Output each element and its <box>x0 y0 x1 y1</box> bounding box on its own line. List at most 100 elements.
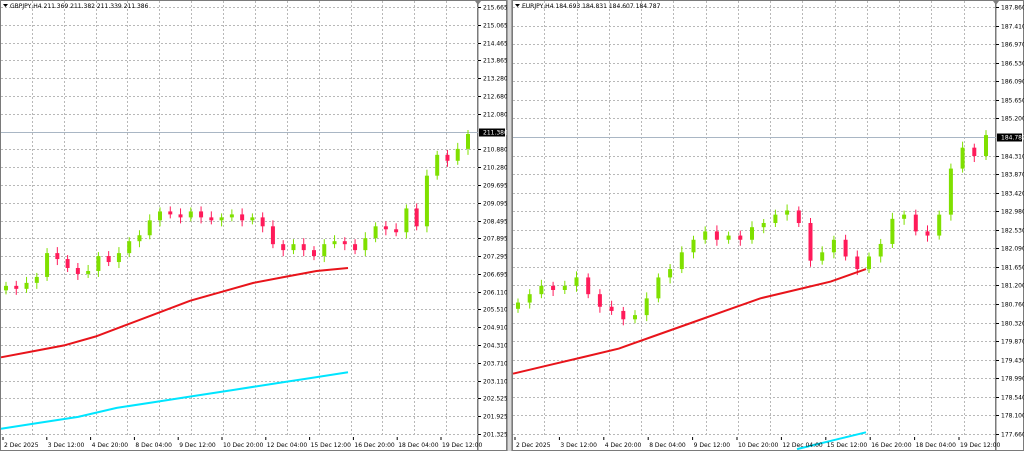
candle-bear <box>240 214 245 221</box>
candle-bear <box>353 244 358 251</box>
time-tick-label: 16 Dec 20:00 <box>354 442 395 449</box>
candle-bear <box>855 256 860 270</box>
candle-bear <box>209 217 214 221</box>
candle-bull <box>466 133 470 149</box>
time-tick-label: 4 Dec 20:00 <box>605 442 642 449</box>
candle-bull <box>761 223 766 228</box>
time-tick-label: 3 Dec 12:00 <box>48 442 85 449</box>
gbpjpy-chart-window[interactable]: 215.665 215.065 214.465 213.865 213.280 212.6… <box>0 0 507 451</box>
price-tick-label: 208.495 <box>483 219 507 226</box>
candle-bull <box>633 315 637 320</box>
candle-bear <box>796 210 801 224</box>
time-tick-label: 2 Dec 2025 <box>4 442 39 449</box>
candle-bull <box>435 154 440 176</box>
candle-bull <box>644 298 649 316</box>
time-tick-label: 10 Dec 20:00 <box>223 442 264 449</box>
candle-bull <box>332 241 337 245</box>
price-tick-label: 204.310 <box>483 343 507 350</box>
price-tick-label: 182.090 <box>1001 246 1024 253</box>
candle-bull <box>890 218 895 244</box>
price-tick-label: 180.320 <box>1001 321 1024 328</box>
price-tick-label: 207.295 <box>483 254 507 261</box>
moving-average-red <box>0 267 349 359</box>
candle-bull <box>363 238 368 251</box>
price-tick-label: 206.695 <box>483 272 507 279</box>
candle-bull <box>188 211 193 218</box>
candle-bull <box>424 175 429 227</box>
price-tick-label: 214.465 <box>483 41 507 48</box>
candle-bull <box>116 253 121 263</box>
candle-bull <box>668 269 673 278</box>
candle-bull <box>703 231 708 240</box>
chart-shift-marker-icon[interactable] <box>993 1 999 5</box>
price-tick-label: 182.530 <box>1001 228 1024 235</box>
price-tick-label: 212.080 <box>483 112 507 119</box>
price-tick-label: 177.660 <box>1001 432 1024 439</box>
eurjpy-chart[interactable]: 187.860 187.410 186.970 186.530 186.090 185.6… <box>512 0 1024 451</box>
candle-bull <box>539 285 544 295</box>
candle-bull <box>984 135 988 157</box>
price-tick-label: 179.430 <box>1001 358 1024 365</box>
price-tick-label: 203.110 <box>483 379 507 386</box>
time-tick-label: 16 Dec 20:00 <box>871 442 912 449</box>
price-tick-label: 183.870 <box>1001 172 1024 179</box>
time-tick-label: 3 Dec 12:00 <box>560 442 597 449</box>
candle-bull <box>574 277 579 286</box>
candle-bull <box>691 239 696 253</box>
candle-bear <box>312 250 316 257</box>
time-tick-label: 15 Dec 12:00 <box>827 442 868 449</box>
candle-bull <box>960 147 965 169</box>
candle-bull <box>867 256 871 270</box>
candle-bear <box>178 214 183 218</box>
candle-bear <box>621 310 626 320</box>
symbol-title: GBPJPY,H4 211.369 211.382 211.339 211.38… <box>10 3 149 10</box>
candle-bear <box>714 231 719 240</box>
time-tick-label: 12 Dec 04:00 <box>267 442 308 449</box>
candle-bear <box>168 211 173 215</box>
price-tick-label: 207.895 <box>483 236 507 243</box>
time-tick-label: 10 Dec 20:00 <box>738 442 779 449</box>
candle-bull <box>404 208 409 233</box>
moving-average-cyan <box>0 371 349 430</box>
price-scale <box>995 0 1024 451</box>
moving-average-red <box>512 268 867 375</box>
price-tick-label: 181.200 <box>1001 283 1024 290</box>
eurjpy-chart-window[interactable]: 187.860 187.410 186.970 186.530 186.090 185.6… <box>512 0 1024 451</box>
current-price-box <box>479 128 505 137</box>
price-tick-label: 186.090 <box>1001 79 1024 86</box>
chart-shift-marker-icon[interactable] <box>475 1 481 5</box>
candle-bull <box>291 244 296 251</box>
candle-bear <box>383 226 388 230</box>
candle-bear <box>414 208 419 227</box>
candle-bull <box>726 235 731 240</box>
candle-bull <box>820 252 825 261</box>
candle-bear <box>586 277 591 295</box>
price-tick-label: 185.200 <box>1001 116 1024 123</box>
gbpjpy-chart[interactable]: 215.665 215.065 214.465 213.865 213.280 212.6… <box>0 0 507 451</box>
plot-area <box>512 0 996 451</box>
price-tick-label: 179.870 <box>1001 339 1024 346</box>
candle-bull <box>527 294 532 303</box>
symbol-title: EURJPY,H4 184.693 184.831 184.607 184.78… <box>522 3 661 10</box>
candle-bear <box>445 154 450 161</box>
candle-bull <box>656 277 661 299</box>
window-splitter[interactable] <box>507 0 512 451</box>
price-tick-label: 182.980 <box>1001 209 1024 216</box>
price-tick-label: 213.865 <box>483 58 507 65</box>
time-tick-label: 19 Dec 12:00 <box>442 442 483 449</box>
time-tick-label: 9 Dec 12:00 <box>179 442 216 449</box>
candle-bull <box>878 243 883 257</box>
price-tick-label: 206.110 <box>483 290 507 297</box>
symbol-menu-arrow-icon[interactable] <box>515 4 520 7</box>
price-tick-label: 180.760 <box>1001 302 1024 309</box>
time-tick-label: 15 Dec 12:00 <box>311 442 352 449</box>
time-tick-label: 19 Dec 12:00 <box>960 442 1001 449</box>
price-tick-label: 205.510 <box>483 307 507 314</box>
time-tick-label: 18 Dec 04:00 <box>398 442 439 449</box>
candle-bull <box>4 285 8 291</box>
symbol-menu-arrow-icon[interactable] <box>3 4 8 7</box>
price-tick-label: 187.860 <box>1001 5 1024 12</box>
candle-bull <box>158 211 162 221</box>
plot-area <box>0 0 478 451</box>
current-price-box <box>997 133 1022 142</box>
